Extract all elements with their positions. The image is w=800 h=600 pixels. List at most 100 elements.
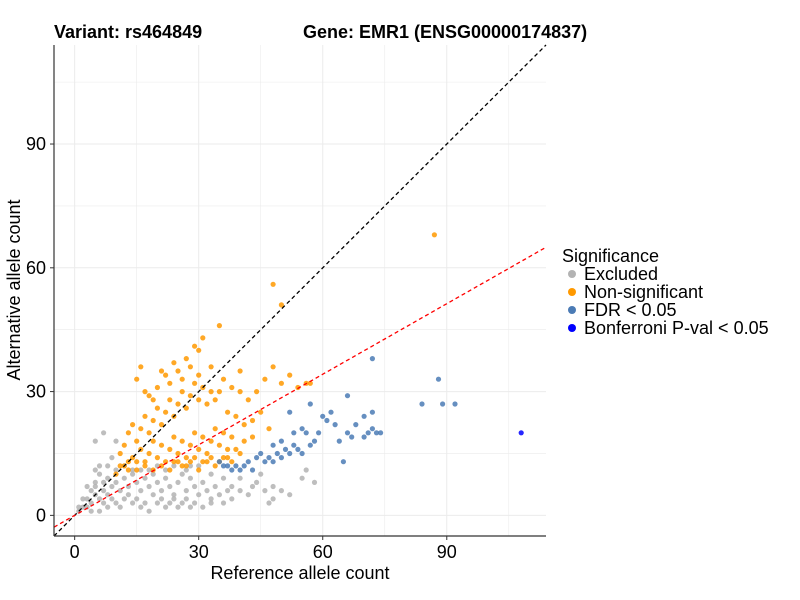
point-fdr-0-05 xyxy=(262,459,268,465)
point-non-significant xyxy=(187,459,193,465)
point-non-significant xyxy=(183,405,189,411)
point-non-significant xyxy=(142,389,148,395)
point-excluded xyxy=(158,488,165,494)
point-fdr-0-05 xyxy=(245,459,251,465)
point-non-significant xyxy=(229,384,235,391)
point-non-significant xyxy=(278,380,284,386)
point-non-significant xyxy=(142,459,148,465)
point-fdr-0-05 xyxy=(307,401,313,407)
point-fdr-0-05 xyxy=(270,442,276,448)
point-fdr-0-05 xyxy=(452,401,458,407)
point-non-significant xyxy=(431,232,437,238)
point-non-significant xyxy=(216,442,222,448)
point-excluded xyxy=(270,496,276,502)
point-non-significant xyxy=(200,459,206,465)
point-excluded xyxy=(229,483,235,490)
point-excluded xyxy=(130,500,136,506)
point-non-significant xyxy=(229,434,235,440)
point-non-significant xyxy=(266,426,272,432)
point-non-significant xyxy=(192,343,198,349)
point-excluded xyxy=(134,496,140,502)
point-fdr-0-05 xyxy=(237,467,243,473)
legend-label: Non-significant xyxy=(584,282,703,302)
point-non-significant xyxy=(237,389,243,395)
point-fdr-0-05 xyxy=(295,446,301,452)
point-non-significant xyxy=(175,401,181,407)
point-fdr-0-05 xyxy=(287,450,293,457)
point-excluded xyxy=(237,488,243,494)
point-fdr-0-05 xyxy=(278,455,284,461)
point-excluded xyxy=(200,504,206,510)
point-excluded xyxy=(208,471,214,477)
point-fdr-0-05 xyxy=(254,455,260,461)
point-non-significant xyxy=(125,467,131,473)
point-fdr-0-05 xyxy=(365,430,371,436)
point-non-significant xyxy=(196,446,202,452)
point-excluded xyxy=(220,475,227,481)
point-excluded xyxy=(125,492,131,498)
x-axis-label: Reference allele count xyxy=(210,563,389,583)
point-excluded xyxy=(117,504,123,510)
point-non-significant xyxy=(245,397,251,403)
point-excluded xyxy=(158,496,165,502)
point-non-significant xyxy=(175,368,181,374)
legend-title: Significance xyxy=(562,246,659,266)
point-excluded xyxy=(299,475,305,481)
point-non-significant xyxy=(258,409,264,415)
point-bonferroni-p-val-0-05 xyxy=(518,430,524,436)
point-fdr-0-05 xyxy=(307,442,313,448)
point-excluded xyxy=(237,475,243,481)
point-non-significant xyxy=(150,417,156,424)
y-tick-label: 90 xyxy=(26,134,46,154)
point-non-significant xyxy=(204,450,210,457)
point-excluded xyxy=(96,471,103,477)
point-fdr-0-05 xyxy=(249,467,256,473)
reference-lines xyxy=(53,44,547,537)
point-excluded xyxy=(196,463,202,469)
point-excluded xyxy=(138,488,144,494)
point-excluded xyxy=(96,496,103,502)
point-non-significant xyxy=(167,467,173,473)
point-fdr-0-05 xyxy=(378,430,384,436)
point-non-significant xyxy=(146,393,152,399)
point-non-significant xyxy=(204,401,210,407)
point-excluded xyxy=(80,496,86,502)
point-excluded xyxy=(183,488,189,494)
point-fdr-0-05 xyxy=(278,438,284,444)
point-excluded xyxy=(105,504,111,510)
point-fdr-0-05 xyxy=(241,463,247,469)
point-excluded xyxy=(142,475,148,481)
point-fdr-0-05 xyxy=(353,422,359,428)
point-non-significant xyxy=(117,450,123,457)
point-non-significant xyxy=(150,397,156,403)
point-excluded xyxy=(92,479,98,485)
point-excluded xyxy=(105,463,111,469)
point-excluded xyxy=(179,500,185,506)
point-non-significant xyxy=(295,384,301,391)
point-excluded xyxy=(167,483,173,490)
point-excluded xyxy=(138,467,144,473)
point-non-significant xyxy=(212,397,218,403)
point-excluded xyxy=(142,500,148,506)
point-fdr-0-05 xyxy=(332,422,338,428)
point-excluded xyxy=(167,500,173,506)
point-fdr-0-05 xyxy=(266,455,272,461)
point-non-significant xyxy=(158,442,165,448)
gridlines xyxy=(54,45,546,536)
point-non-significant xyxy=(216,323,222,329)
point-non-significant xyxy=(142,413,148,419)
point-excluded xyxy=(208,496,214,502)
point-non-significant xyxy=(225,455,231,461)
point-non-significant xyxy=(200,434,206,440)
point-fdr-0-05 xyxy=(324,417,330,424)
point-non-significant xyxy=(229,459,235,465)
point-non-significant xyxy=(138,426,144,432)
point-fdr-0-05 xyxy=(291,430,297,436)
point-excluded xyxy=(88,508,94,514)
point-excluded xyxy=(92,483,98,490)
point-non-significant xyxy=(233,446,239,452)
point-excluded xyxy=(171,492,177,498)
point-non-significant xyxy=(125,430,131,436)
point-non-significant xyxy=(254,389,260,395)
point-non-significant xyxy=(212,426,218,432)
